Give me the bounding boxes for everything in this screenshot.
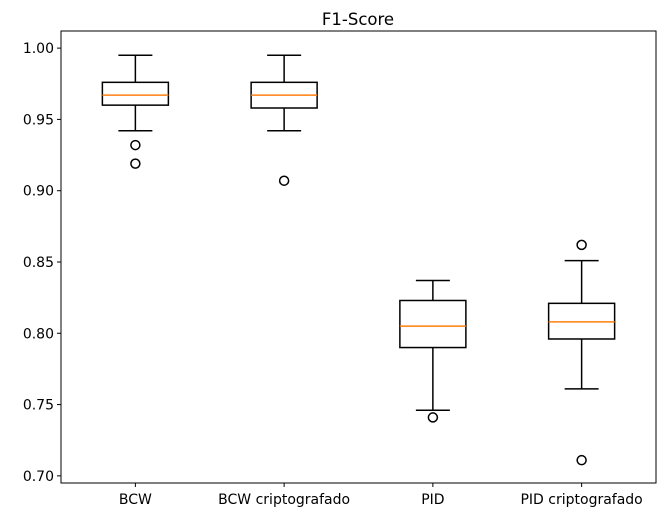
box-group [399, 279, 467, 423]
box-iqr [399, 299, 467, 349]
x-axis: BCW BCW criptografado PID PID criptografado [119, 483, 643, 508]
box-group [101, 54, 170, 169]
box-group [547, 239, 616, 466]
y-tick-label: 0.95 [23, 112, 54, 128]
outlier-point [130, 139, 141, 151]
x-tick-label: PID [421, 492, 444, 508]
y-tick-label: 0.75 [23, 398, 54, 414]
box-series [101, 54, 616, 466]
y-tick-label: 0.85 [23, 255, 54, 271]
outlier-point [427, 412, 439, 423]
outlier-point [576, 454, 587, 466]
chart-title: F1-Score [322, 10, 394, 29]
x-tick-label: PID criptografado [520, 492, 642, 508]
y-axis: 0.70 0.75 0.80 0.85 0.90 0.95 1.00 [23, 41, 61, 485]
y-tick-label: 0.90 [23, 184, 54, 200]
y-tick-label: 1.00 [23, 41, 54, 57]
y-tick-label: 0.70 [23, 469, 54, 485]
box-group [250, 54, 318, 186]
plot-area-frame [60, 30, 657, 484]
x-tick-label: BCW [119, 492, 152, 508]
box-iqr [101, 81, 170, 106]
outlier-point [130, 158, 141, 169]
y-tick-label: 0.80 [23, 326, 54, 342]
outlier-point [278, 175, 290, 186]
x-tick-label: BCW criptografado [218, 492, 350, 508]
outlier-point [576, 239, 587, 251]
